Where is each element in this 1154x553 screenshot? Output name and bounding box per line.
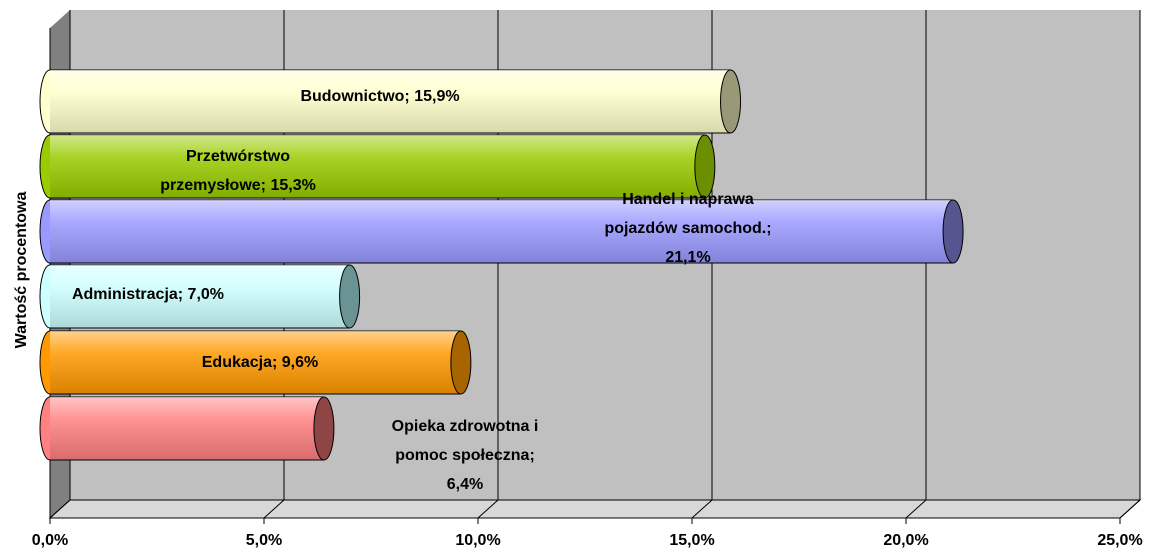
- floor-grid-line: [477, 499, 499, 519]
- x-tick-label: 10,0%: [455, 532, 500, 549]
- bar-cap: [313, 396, 335, 461]
- floor: [48, 499, 1142, 519]
- bar-shine: [50, 331, 461, 394]
- data-label-line: przemysłowe; 15,3%: [160, 177, 316, 194]
- bar-shine: [50, 200, 954, 263]
- bar: [39, 199, 964, 264]
- floor-grid-line: [1119, 499, 1141, 519]
- data-label: Handel i naprawa pojazdów samochod.; 21,1%: [604, 191, 771, 266]
- data-label-line: Opieka zdrowotna i: [392, 418, 539, 435]
- data-label: Przetwórstwo przemysłowe; 15,3%: [160, 148, 316, 194]
- bar: [39, 134, 716, 199]
- floor-grid-line: [905, 499, 927, 519]
- bar-shine: [50, 135, 705, 198]
- data-label-line: Przetwórstwo: [186, 148, 290, 165]
- bar-cap: [694, 134, 716, 199]
- bar-cap: [450, 330, 472, 395]
- data-label-line: Handel i naprawa: [622, 191, 754, 208]
- y-axis-label: Wartość procentowa: [13, 192, 30, 349]
- data-label: Budownictwo; 15,9%: [300, 88, 459, 105]
- bar-cap: [942, 199, 964, 264]
- floor-grid-line: [691, 499, 713, 519]
- bar: [39, 330, 472, 395]
- bar-shine: [50, 265, 350, 328]
- data-label: Opieka zdrowotna i pomoc społeczna; 6,4%: [392, 418, 539, 493]
- bar-cap: [720, 69, 742, 134]
- data-label: Administracja; 7,0%: [72, 286, 224, 303]
- x-tick-label: 15,0%: [669, 532, 714, 549]
- data-label-line: 21,1%: [665, 249, 710, 266]
- bar: [39, 264, 361, 329]
- x-tick-label: 25,0%: [1097, 532, 1142, 549]
- bar: [39, 396, 335, 461]
- bar-shine: [50, 397, 324, 460]
- data-label-line: pojazdów samochod.;: [604, 220, 771, 237]
- floor-grid-line: [49, 499, 71, 519]
- bar-shine: [50, 70, 731, 133]
- bar: [39, 69, 742, 134]
- data-label-line: Budownictwo; 15,9%: [300, 88, 459, 105]
- data-label-line: Administracja; 7,0%: [72, 286, 224, 303]
- x-tick-label: 20,0%: [883, 532, 928, 549]
- data-label-line: Edukacja; 9,6%: [202, 354, 319, 371]
- floor-grid-line: [263, 499, 285, 519]
- x-tick-label: 5,0%: [246, 532, 282, 549]
- x-tick-label: 0,0%: [32, 532, 68, 549]
- data-label-line: 6,4%: [447, 476, 483, 493]
- bar-cap: [339, 264, 361, 329]
- data-label-line: pomoc społeczna;: [395, 447, 535, 464]
- bars: Budownictwo; 15,9% Przetwórstwo przemysłow…: [39, 69, 964, 493]
- data-label: Edukacja; 9,6%: [202, 354, 319, 371]
